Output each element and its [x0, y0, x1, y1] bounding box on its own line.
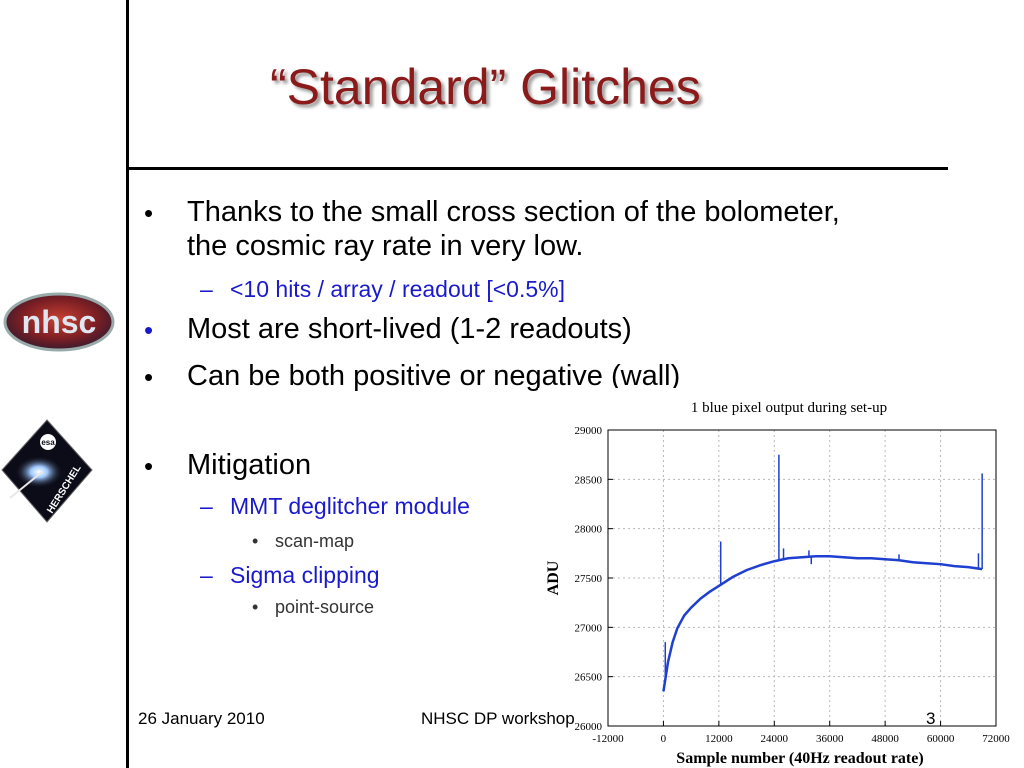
herschel-logo: esa HERSCHEL [1, 419, 93, 523]
sub-sub-bullet-text: point-source [275, 597, 375, 617]
slide-title: “Standard” Glitches [270, 59, 701, 115]
chart-x-tick-label: -12000 [592, 733, 624, 745]
chart-y-tick-label: 28500 [575, 474, 603, 486]
chart-x-tick-label: 72000 [982, 733, 1010, 745]
sub-sub-bullet-text: scan-map [275, 531, 355, 551]
sub-sub-marker: • [252, 597, 259, 617]
sub-marker: – [200, 562, 213, 588]
nhsc-logo: nhsc [3, 292, 115, 352]
chart-x-tick-label: 48000 [871, 733, 899, 745]
sub-sub-marker: • [252, 531, 259, 551]
bullet-marker: • [144, 362, 154, 392]
chart-plot-frame [607, 429, 997, 727]
chart-y-tick-label: 26000 [575, 721, 603, 733]
chart-y-tick-label: 28000 [575, 524, 603, 536]
chart-glitch-spikes [664, 454, 983, 682]
chart-x-tick-label: 36000 [816, 733, 844, 745]
chart-y-tick-labels: 26000 26500 27000 27500 28000 28500 29000 [575, 425, 603, 733]
footer-page-number: 3 [926, 709, 936, 728]
sub-marker: – [200, 276, 213, 302]
chart-x-tick-label: 0 [661, 733, 667, 745]
bullet-marker: • [144, 451, 154, 481]
sub-bullet-text: <10 hits / array / readout [<0.5%] [230, 276, 565, 302]
chart-y-tick-label: 27000 [575, 622, 603, 634]
vertical-rule [126, 0, 129, 768]
sub-bullet-text: MMT deglitcher module [230, 493, 470, 519]
chart-y-tick-label: 29000 [575, 425, 603, 437]
chart-x-tick-label: 24000 [761, 733, 789, 745]
footer-event: NHSC DP workshop [421, 709, 575, 728]
sub-marker: – [200, 493, 213, 519]
chart-title: 1 blue pixel output during set-up [691, 400, 887, 416]
glitch-chart: 1 blue pixel output during set-up 260002… [538, 388, 1024, 768]
sub-bullet-text: Sigma clipping [230, 562, 380, 588]
chart-x-tick-label: 12000 [705, 733, 733, 745]
bullet-text: Can be both positive or negative (wall) [187, 360, 681, 392]
chart-x-tick-label: 60000 [927, 733, 955, 745]
esa-logo-text: esa [41, 438, 55, 447]
chart-series-line [662, 555, 983, 692]
bullet-marker: • [144, 315, 154, 345]
chart-y-tick-label: 26500 [575, 672, 603, 684]
chart-y-axis-label: ADU [545, 560, 562, 595]
bullet-text-continued: the cosmic ray rate in very low. [187, 230, 584, 262]
bullet-marker: • [144, 198, 154, 228]
title-underline [126, 167, 948, 170]
footer-date: 26 January 2010 [138, 709, 265, 728]
chart-x-axis-label: Sample number (40Hz readout rate) [676, 750, 923, 767]
bullet-text: Thanks to the small cross section of the… [187, 196, 840, 228]
chart-x-tick-labels: -12000 0 12000 24000 36000 48000 60000 72000 [592, 733, 1010, 745]
bullet-text: Most are short-lived (1-2 readouts) [187, 313, 632, 345]
nhsc-logo-text: nhsc [22, 304, 97, 340]
chart-y-tick-label: 27500 [575, 573, 603, 585]
bullet-text: Mitigation [187, 449, 312, 481]
